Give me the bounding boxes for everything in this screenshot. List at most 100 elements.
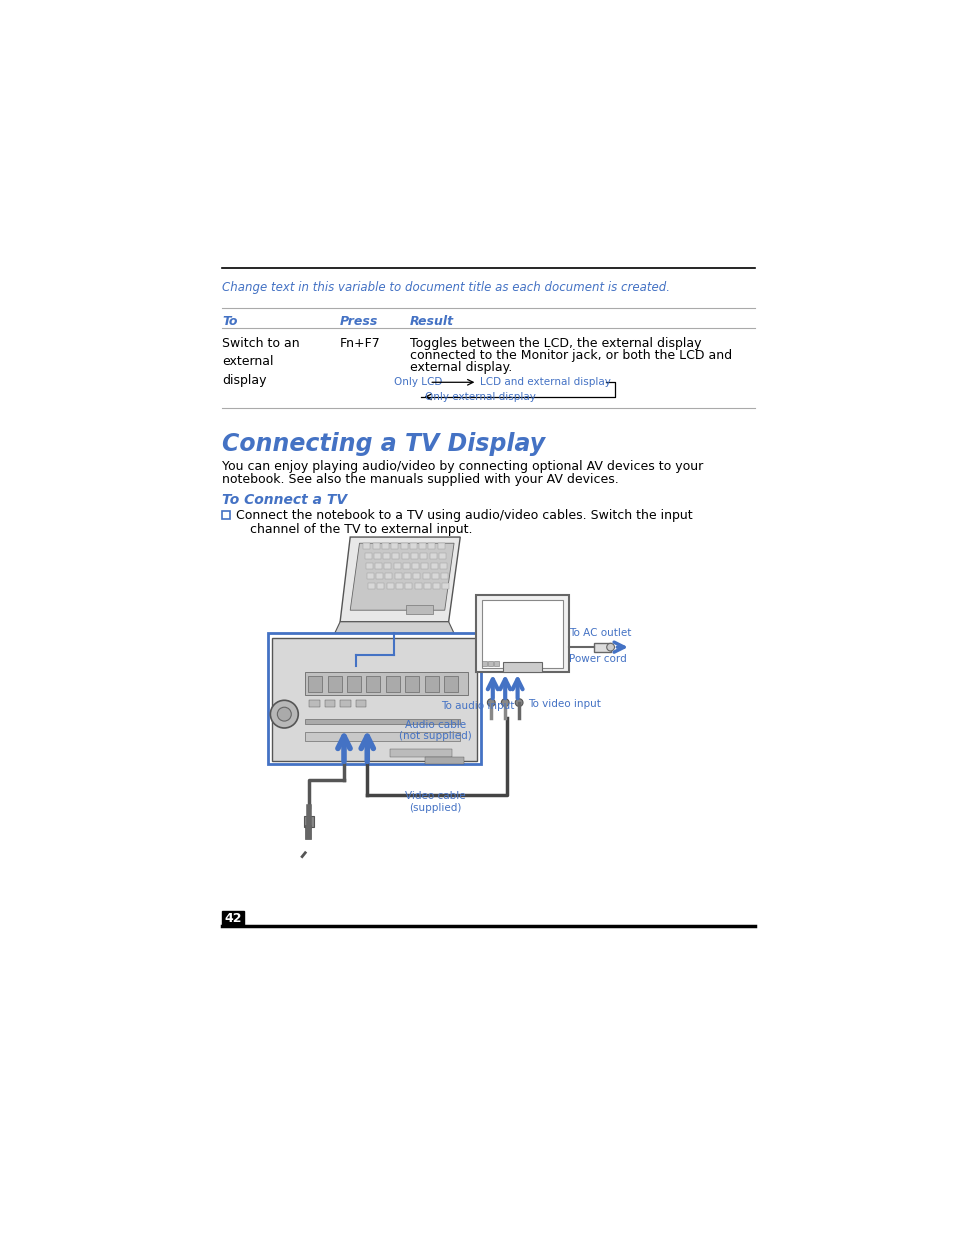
- Bar: [385, 677, 399, 692]
- Bar: [222, 511, 230, 519]
- Bar: [421, 563, 428, 568]
- Bar: [355, 699, 366, 708]
- Bar: [425, 757, 464, 764]
- Bar: [488, 661, 493, 666]
- Bar: [437, 543, 444, 548]
- Bar: [377, 583, 384, 589]
- Text: Only LCD: Only LCD: [394, 377, 442, 388]
- Text: To Connect a TV: To Connect a TV: [222, 493, 347, 508]
- Bar: [347, 677, 360, 692]
- Bar: [374, 553, 380, 558]
- Bar: [481, 600, 562, 668]
- Bar: [413, 573, 420, 579]
- Text: channel of the TV to external input.: channel of the TV to external input.: [250, 524, 473, 536]
- Circle shape: [277, 708, 291, 721]
- Bar: [395, 573, 401, 579]
- Text: 42: 42: [224, 911, 242, 925]
- Bar: [438, 553, 445, 558]
- Bar: [405, 583, 412, 589]
- Bar: [305, 719, 459, 724]
- Text: To: To: [222, 315, 237, 329]
- Bar: [272, 638, 476, 761]
- Text: Switch to an
external
display: Switch to an external display: [222, 337, 299, 387]
- Text: To AC outlet: To AC outlet: [568, 627, 631, 638]
- Bar: [395, 583, 402, 589]
- Bar: [422, 573, 429, 579]
- Circle shape: [606, 643, 614, 651]
- Bar: [400, 543, 407, 548]
- Text: Video cable
(supplied): Video cable (supplied): [405, 792, 465, 813]
- Bar: [303, 816, 314, 827]
- Text: notebook. See also the manuals supplied with your AV devices.: notebook. See also the manuals supplied …: [222, 473, 618, 487]
- Bar: [441, 573, 448, 579]
- Polygon shape: [335, 621, 454, 634]
- Bar: [502, 662, 541, 672]
- Bar: [373, 543, 379, 548]
- Bar: [431, 563, 437, 568]
- Bar: [390, 748, 452, 757]
- Bar: [443, 677, 457, 692]
- Bar: [423, 583, 431, 589]
- Circle shape: [270, 700, 298, 727]
- Text: Power cord: Power cord: [568, 655, 626, 664]
- Bar: [432, 573, 438, 579]
- Text: Connecting a TV Display: Connecting a TV Display: [222, 431, 545, 456]
- Bar: [424, 677, 438, 692]
- Bar: [420, 553, 427, 558]
- Bar: [411, 553, 417, 558]
- Bar: [412, 563, 418, 568]
- Text: Connect the notebook to a TV using audio/video cables. Switch the input: Connect the notebook to a TV using audio…: [236, 509, 692, 522]
- Bar: [476, 595, 568, 672]
- Polygon shape: [340, 537, 459, 621]
- Bar: [385, 573, 392, 579]
- Circle shape: [500, 699, 509, 706]
- Text: Audio cable
(not supplied): Audio cable (not supplied): [398, 720, 472, 741]
- Circle shape: [487, 699, 495, 706]
- Bar: [340, 699, 351, 708]
- Bar: [363, 543, 370, 548]
- Circle shape: [515, 699, 522, 706]
- Text: connected to the Monitor jack, or both the LCD and: connected to the Monitor jack, or both t…: [410, 350, 731, 362]
- Text: external display.: external display.: [410, 362, 512, 374]
- Bar: [428, 543, 435, 548]
- Bar: [415, 583, 421, 589]
- Polygon shape: [350, 543, 454, 610]
- Bar: [391, 543, 397, 548]
- Bar: [222, 910, 244, 926]
- Bar: [375, 573, 383, 579]
- Bar: [429, 553, 436, 558]
- Bar: [404, 573, 411, 579]
- Bar: [418, 543, 426, 548]
- Bar: [402, 563, 410, 568]
- Bar: [381, 543, 389, 548]
- Text: Change text in this variable to document title as each document is created.: Change text in this variable to document…: [222, 280, 670, 294]
- Bar: [368, 583, 375, 589]
- Bar: [410, 543, 416, 548]
- Bar: [433, 583, 439, 589]
- Bar: [593, 642, 610, 652]
- Bar: [384, 563, 391, 568]
- Bar: [367, 573, 374, 579]
- Text: Fn+F7: Fn+F7: [340, 337, 380, 350]
- Text: Result: Result: [410, 315, 454, 329]
- Bar: [366, 677, 380, 692]
- Bar: [392, 553, 399, 558]
- Bar: [268, 634, 480, 764]
- Bar: [305, 672, 468, 695]
- Bar: [442, 583, 449, 589]
- Bar: [328, 677, 341, 692]
- Bar: [481, 661, 486, 666]
- Bar: [386, 583, 394, 589]
- Bar: [394, 563, 400, 568]
- Bar: [494, 661, 498, 666]
- Bar: [364, 553, 371, 558]
- Text: To video input: To video input: [528, 699, 600, 709]
- Text: Toggles between the LCD, the external display: Toggles between the LCD, the external di…: [410, 337, 700, 350]
- Text: Only external display: Only external display: [425, 391, 536, 401]
- Bar: [305, 732, 459, 741]
- Bar: [365, 563, 373, 568]
- Text: You can enjoy playing audio/video by connecting optional AV devices to your: You can enjoy playing audio/video by con…: [222, 461, 703, 473]
- Bar: [308, 677, 322, 692]
- Bar: [324, 699, 335, 708]
- Text: To audio input: To audio input: [440, 701, 514, 711]
